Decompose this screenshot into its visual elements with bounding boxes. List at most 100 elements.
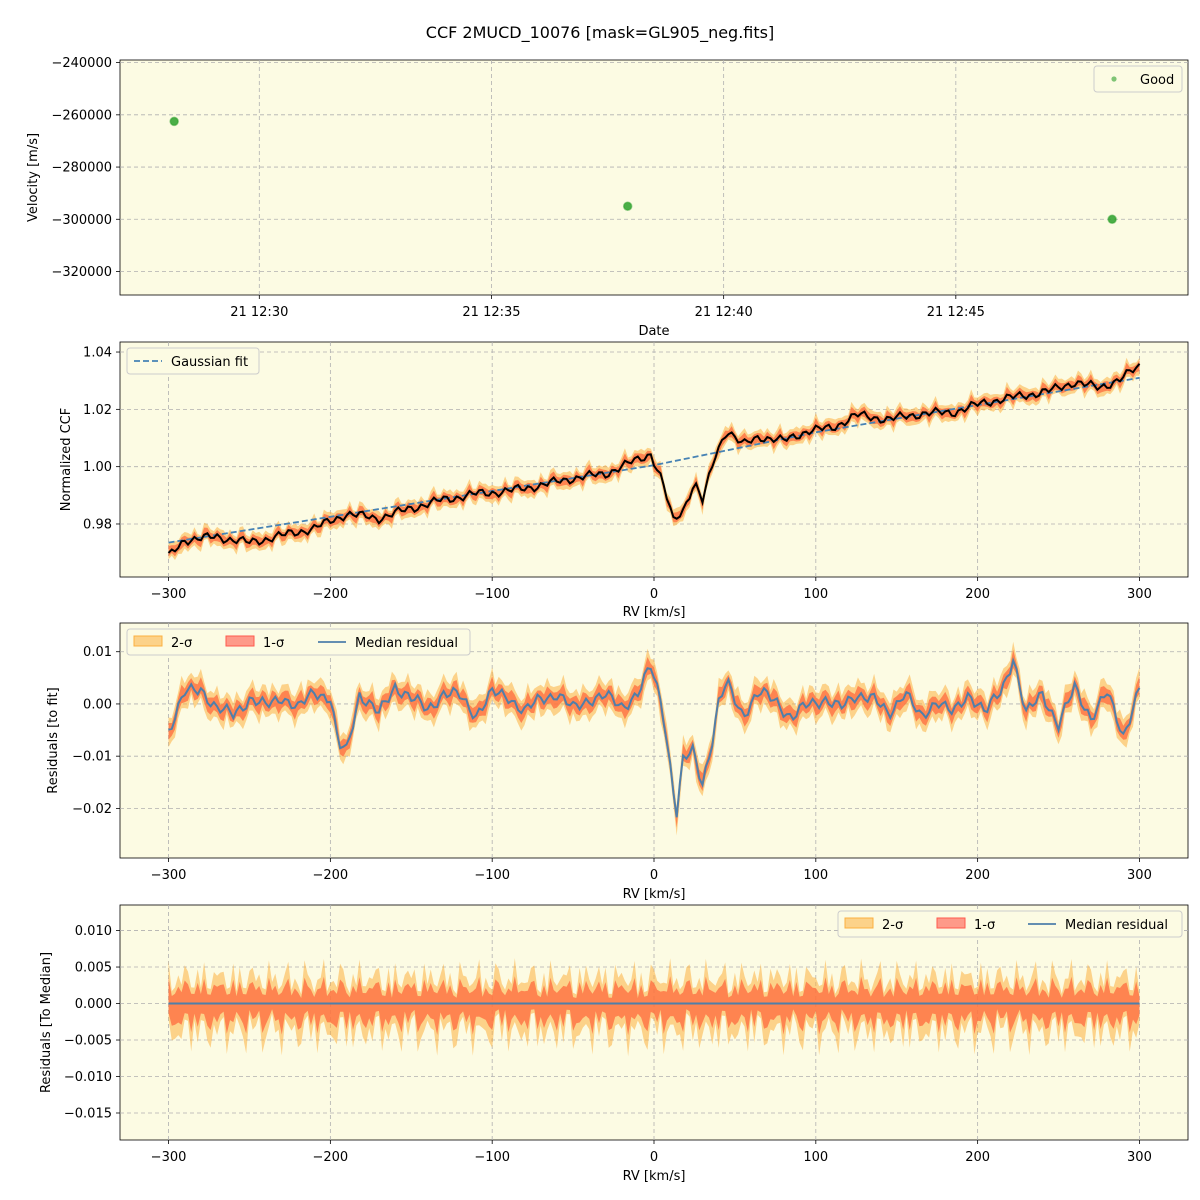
y-axis-ticks: 0.98 1.00 1.02 1.04 [83, 346, 120, 532]
x-tick-label: −300 [151, 868, 187, 883]
x-axis-ticks: 21 12:30 21 12:35 21 12:40 21 12:45 [230, 295, 985, 320]
y-tick-label: −0.02 [72, 802, 112, 817]
x-tick-label: −300 [151, 1150, 187, 1165]
legend: Gaussian fit [126, 347, 260, 375]
x-tick-label: −200 [313, 587, 349, 602]
median-residual-line [168, 657, 1141, 818]
x-tick-label: −200 [313, 1150, 349, 1165]
legend-label-1sigma: 1-σ [263, 636, 284, 651]
y-tick-label: 0.010 [75, 924, 112, 939]
x-axis-label: Date [638, 324, 669, 339]
legend-box [126, 347, 260, 375]
legend: 2-σ 1-σ Median residual [126, 628, 471, 656]
x-tick-label: 0 [650, 868, 658, 883]
data-point-good [169, 116, 179, 127]
y-tick-label: 0.98 [83, 517, 112, 532]
x-tick-label: 21 12:30 [230, 305, 288, 320]
y-tick-label: −0.015 [64, 1106, 112, 1121]
x-tick-label: 100 [803, 868, 828, 883]
panel-residuals-fit: −300 −200 −100 0 100 200 300 −0.02 −0.01 0.00 0.0… [46, 622, 1189, 902]
x-axis-ticks: −300 −200 −100 0 100 200 300 [151, 1140, 1152, 1165]
y-tick-label: 0.00 [83, 697, 112, 712]
x-tick-label: 100 [803, 587, 828, 602]
legend-box [1093, 65, 1183, 93]
legend-label-median: Median residual [1065, 918, 1168, 933]
y-axis-label: Residuals [To Median] [39, 952, 54, 1093]
data-marks [168, 657, 1141, 818]
x-tick-label: 100 [803, 1150, 828, 1165]
bands [168, 641, 1140, 836]
y-tick-label: −0.01 [72, 750, 112, 765]
data-marks [169, 116, 1117, 225]
y-tick-label: −280000 [51, 161, 112, 176]
x-tick-label: 0 [650, 1150, 658, 1165]
legend: Good [1093, 65, 1183, 93]
legend-label-2sigma: 2-σ [171, 636, 192, 651]
y-axis-ticks: −0.02 −0.01 0.00 0.01 [72, 645, 120, 817]
x-tick-label: 200 [965, 1150, 990, 1165]
band-2sigma [168, 641, 1140, 836]
x-tick-label: 300 [1127, 1150, 1152, 1165]
legend-label-median: Median residual [355, 636, 458, 651]
y-tick-label: −240000 [51, 56, 112, 71]
figure-title: CCF 2MUCD_10076 [mask=GL905_neg.fits] [426, 23, 774, 43]
y-tick-label: −0.010 [64, 1070, 112, 1085]
legend: 2-σ 1-σ Median residual [837, 910, 1183, 938]
y-tick-label: 1.02 [83, 403, 112, 418]
y-axis-label: Velocity [m/s] [26, 133, 41, 222]
data-marks [167, 363, 1141, 554]
legend-swatch-2sigma [844, 917, 874, 929]
y-tick-label: 0.005 [75, 961, 112, 976]
grid [120, 342, 1188, 577]
x-tick-label: 200 [965, 587, 990, 602]
x-tick-label: 21 12:35 [462, 305, 520, 320]
ccf-line [167, 363, 1141, 554]
y-tick-label: 1.00 [83, 460, 112, 475]
y-tick-label: −320000 [51, 265, 112, 280]
x-tick-label: −100 [474, 1150, 510, 1165]
x-tick-label: −100 [474, 868, 510, 883]
data-point-good [622, 201, 633, 211]
x-tick-label: −200 [313, 868, 349, 883]
legend-label-2sigma: 2-σ [882, 918, 903, 933]
panel-residuals-median: −300 −200 −100 0 100 200 300 −0.015 −0.010 −0.00… [39, 904, 1189, 1184]
y-tick-label: 0.01 [83, 645, 112, 660]
x-axis-ticks: −300 −200 −100 0 100 200 300 [151, 858, 1152, 883]
data-point-good [1107, 214, 1117, 225]
legend-swatch-2sigma [133, 635, 163, 647]
y-axis-ticks: −0.015 −0.010 −0.005 0.000 0.005 0.010 [64, 924, 120, 1121]
x-tick-label: −300 [151, 587, 187, 602]
x-axis-ticks: −300 −200 −100 0 100 200 300 [151, 577, 1152, 602]
y-tick-label: −260000 [51, 108, 112, 123]
x-axis-label: RV [km/s] [623, 1169, 686, 1184]
y-axis-label: Normalized CCF [59, 408, 74, 512]
bands [168, 958, 1140, 1057]
band-1sigma [168, 976, 1140, 1036]
plot-area [119, 59, 1189, 296]
legend-box [837, 910, 1183, 938]
legend-box [126, 628, 471, 656]
x-axis-label: RV [km/s] [623, 887, 686, 902]
x-tick-label: 21 12:40 [695, 305, 753, 320]
y-tick-label: −300000 [51, 213, 112, 228]
x-tick-label: 300 [1127, 868, 1152, 883]
x-tick-label: −100 [474, 587, 510, 602]
y-tick-label: 1.04 [83, 346, 112, 361]
legend-marker-good [1111, 76, 1117, 82]
y-axis-label: Residuals [to fit] [46, 687, 61, 793]
x-axis-label: RV [km/s] [623, 605, 686, 620]
legend-swatch-1sigma [936, 917, 966, 929]
x-tick-label: 300 [1127, 587, 1152, 602]
band-1sigma [168, 649, 1140, 828]
panel-ccf: −300 −200 −100 0 100 200 300 0.981.001.021.04 … [59, 341, 1189, 620]
legend-label-gaussian-fit: Gaussian fit [171, 355, 248, 370]
legend-label-1sigma: 1-σ [974, 918, 995, 933]
panel-velocity: 21 12:30 21 12:35 21 12:40 21 12:45 −320000… [26, 56, 1189, 339]
x-tick-label: 21 12:45 [927, 305, 985, 320]
grid [120, 60, 1188, 295]
x-tick-label: 200 [965, 868, 990, 883]
y-axis-ticks: −320000 −300000 −280000 −260000 −240000 [51, 56, 120, 280]
y-tick-label: 0.000 [75, 997, 112, 1012]
y-tick-label: −0.005 [64, 1034, 112, 1049]
